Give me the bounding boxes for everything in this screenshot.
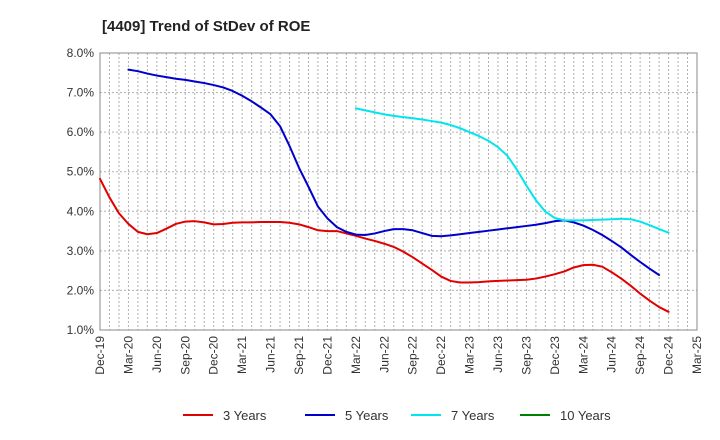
series-line-1 — [99, 177, 670, 313]
x-tick-label: Mar-24 — [576, 336, 590, 374]
x-tick-label: Dec-22 — [434, 336, 448, 375]
x-tick-label: Mar-25 — [690, 336, 704, 374]
x-tick-label: Mar-20 — [121, 336, 135, 374]
x-tick-label: Dec-21 — [320, 336, 334, 375]
x-tick-label: Sep-22 — [406, 336, 420, 375]
legend: 3 Years 5 Years 7 Years 10 Years — [183, 408, 611, 423]
legend-label: 5 Years — [345, 408, 389, 423]
x-tick-label: Mar-23 — [463, 336, 477, 374]
x-tick-label: Sep-23 — [519, 336, 533, 375]
chart-title: [4409] Trend of StDev of ROE — [102, 18, 310, 35]
x-tick-label: Sep-24 — [633, 336, 647, 375]
y-tick-label: 5.0% — [67, 165, 95, 179]
x-tick-label: Jun-24 — [605, 336, 619, 373]
series-line-3 — [354, 107, 670, 234]
x-tick-label: Dec-24 — [662, 336, 676, 375]
x-tick-label: Jun-20 — [150, 336, 164, 373]
y-tick-label: 3.0% — [67, 244, 95, 258]
x-tick-label: Jun-23 — [491, 336, 505, 373]
x-tick-label: Dec-20 — [207, 336, 221, 375]
y-tick-label: 2.0% — [67, 283, 95, 297]
series-layer — [99, 68, 670, 313]
plot-border — [99, 52, 698, 331]
legend-label: 3 Years — [223, 408, 267, 423]
x-tick-label: Sep-20 — [178, 336, 192, 375]
x-tick-label: Sep-21 — [292, 336, 306, 375]
series-line-2 — [127, 68, 661, 276]
y-tick-label: 8.0% — [67, 46, 95, 60]
legend-label: 10 Years — [560, 408, 611, 423]
y-tick-label: 7.0% — [67, 86, 95, 100]
plot-area — [100, 53, 697, 330]
x-tick-label: Mar-21 — [235, 336, 249, 374]
legend-label: 7 Years — [451, 408, 495, 423]
x-tick-label: Jun-21 — [264, 336, 278, 373]
y-tick-label: 4.0% — [67, 204, 95, 218]
x-tick-label: Jun-22 — [377, 336, 391, 373]
grid-layer — [99, 52, 698, 331]
axis-layer: 1.0% 2.0% 3.0% 4.0% 5.0% 6.0% 7.0% 8.0% Dec-19 Ma… — [67, 46, 704, 375]
y-tick-label: 6.0% — [67, 125, 95, 139]
x-tick-label: Dec-19 — [93, 336, 107, 375]
x-tick-label: Dec-23 — [548, 336, 562, 375]
x-tick-label: Mar-22 — [349, 336, 363, 374]
y-tick-label: 1.0% — [67, 323, 95, 337]
